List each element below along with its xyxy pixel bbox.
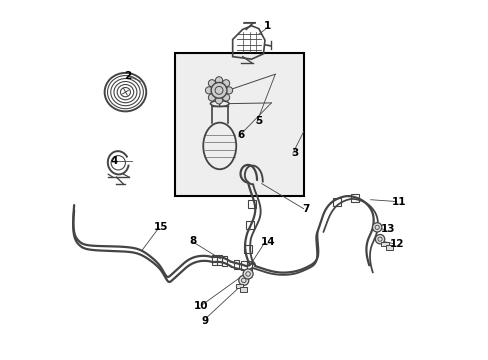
Polygon shape	[381, 242, 388, 246]
Bar	[246, 261, 252, 270]
Circle shape	[215, 77, 222, 84]
Text: 5: 5	[255, 116, 262, 126]
Bar	[241, 261, 246, 270]
Polygon shape	[240, 287, 247, 292]
Text: 6: 6	[237, 130, 244, 140]
Text: 4: 4	[111, 156, 118, 166]
Text: 15: 15	[154, 222, 168, 232]
Circle shape	[215, 97, 222, 104]
Bar	[351, 194, 359, 202]
Text: 8: 8	[188, 236, 196, 246]
Bar	[211, 255, 216, 265]
Text: 9: 9	[201, 316, 208, 325]
Circle shape	[208, 80, 215, 87]
Text: 2: 2	[124, 71, 131, 81]
Circle shape	[222, 80, 229, 87]
Circle shape	[238, 275, 248, 285]
Bar	[222, 256, 227, 266]
Text: 10: 10	[193, 301, 207, 311]
Circle shape	[208, 94, 215, 101]
Text: 13: 13	[380, 225, 394, 234]
Bar	[244, 245, 252, 253]
Circle shape	[243, 269, 253, 279]
Circle shape	[372, 223, 381, 232]
Circle shape	[222, 94, 229, 101]
Circle shape	[375, 234, 384, 244]
Bar	[174, 53, 303, 196]
Bar	[233, 260, 239, 269]
Polygon shape	[386, 245, 392, 249]
Text: 11: 11	[391, 197, 405, 207]
Bar	[333, 198, 341, 206]
Circle shape	[225, 87, 232, 94]
Circle shape	[211, 82, 226, 98]
Polygon shape	[235, 284, 243, 288]
Circle shape	[205, 87, 212, 94]
Text: 1: 1	[264, 21, 271, 31]
Text: 3: 3	[290, 148, 298, 158]
Bar	[248, 200, 256, 208]
Text: 7: 7	[301, 204, 308, 214]
Bar	[217, 255, 222, 265]
Text: 14: 14	[260, 237, 275, 247]
Bar	[245, 221, 253, 229]
Text: 12: 12	[389, 239, 404, 249]
